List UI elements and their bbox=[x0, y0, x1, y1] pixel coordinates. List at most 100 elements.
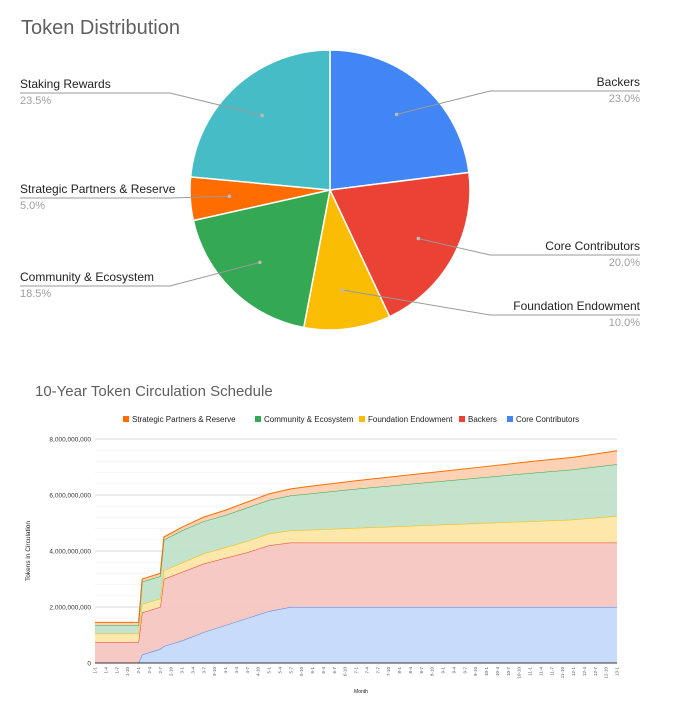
x-tick-label: 2-4 bbox=[147, 667, 152, 674]
x-tick-label: 13-1 bbox=[615, 667, 620, 677]
x-tick-label: 9-10 bbox=[473, 667, 478, 677]
x-tick-label: 6-4 bbox=[321, 667, 326, 674]
y-axis-title: Tokens in Circulation bbox=[25, 521, 32, 581]
pie-pct-staking-rewards: 23.5% bbox=[20, 95, 51, 107]
x-tick-label: 6-1 bbox=[310, 667, 315, 674]
x-tick-label: 10-10 bbox=[517, 667, 522, 679]
pie-label-core-contributors: Core Contributors bbox=[545, 239, 640, 253]
legend-label-core-contributors: Core Contributors bbox=[516, 415, 579, 424]
pie-slice-staking-rewards bbox=[189, 49, 331, 191]
x-tick-label: 3-4 bbox=[190, 667, 195, 674]
legend-swatch-community-and-ecosystem bbox=[255, 416, 261, 422]
pie-leader-line-backers bbox=[396, 90, 640, 115]
area-fill-core-contributors bbox=[95, 607, 617, 663]
x-tick-label: 8-1 bbox=[397, 667, 402, 674]
x-tick-label: 4-10 bbox=[256, 667, 261, 677]
x-tick-label: 3-1 bbox=[180, 667, 185, 674]
x-tick-label: 5-7 bbox=[288, 667, 293, 674]
x-tick-label: 2-7 bbox=[158, 667, 163, 674]
y-tick-label: 4,000,000,000 bbox=[49, 549, 91, 556]
area-fill-strategic-partners-and-reserve bbox=[95, 450, 617, 626]
pie-leader-dot-community-and-ecosystem bbox=[258, 260, 262, 265]
legend-label-strategic-partners-and-reserve: Strategic Partners & Reserve bbox=[132, 415, 236, 424]
legend-swatch-strategic-partners-and-reserve bbox=[123, 416, 129, 422]
area-fill-backers bbox=[95, 542, 617, 663]
x-tick-label: 12-7 bbox=[593, 667, 598, 677]
x-tick-label: 12-1 bbox=[571, 667, 576, 677]
pie-slice-community-and-ecosystem bbox=[192, 189, 331, 329]
x-tick-label: 5-4 bbox=[277, 667, 282, 674]
x-tick-label: 5-10 bbox=[299, 667, 304, 677]
pie-label-community-and-ecosystem: Community & Ecosystem bbox=[20, 270, 154, 284]
pie-pct-foundation-endowment: 10.0% bbox=[609, 317, 640, 329]
x-tick-label: 4-4 bbox=[234, 667, 239, 674]
x-tick-label: 9-4 bbox=[451, 667, 456, 674]
x-tick-label: 12-10 bbox=[604, 667, 609, 679]
pie-leader-line-staking-rewards bbox=[20, 92, 263, 116]
pie-leader-line-core-contributors bbox=[418, 238, 640, 256]
x-tick-label: 11-7 bbox=[549, 667, 554, 676]
x-tick-label: 7-10 bbox=[386, 667, 391, 677]
pie-leader-dot-staking-rewards bbox=[260, 113, 264, 118]
x-tick-label: 2-10 bbox=[169, 667, 174, 677]
pie-pct-core-contributors: 20.0% bbox=[609, 257, 640, 269]
x-tick-label: 11-10 bbox=[560, 667, 565, 679]
pie-label-foundation-endowment: Foundation Endowment bbox=[513, 299, 640, 313]
area-chart-title: 10-Year Token Circulation Schedule bbox=[35, 383, 273, 400]
x-tick-label: 10-7 bbox=[506, 667, 511, 677]
area-legend: Strategic Partners & Reserve Community & … bbox=[123, 415, 579, 424]
area-line-strategic-partners-and-reserve bbox=[95, 450, 618, 623]
pie-label-strategic-partners-and-reserve: Strategic Partners & Reserve bbox=[20, 182, 176, 196]
x-tick-label: 7-7 bbox=[375, 667, 380, 674]
pie-leader-line-community-and-ecosystem bbox=[20, 261, 260, 287]
y-tick-label: 2,000,000,000 bbox=[49, 605, 91, 612]
pie-chart: Backers 23.0% Core Contributors 20.0% Founda… bbox=[20, 49, 641, 331]
x-tick-label: 10-1 bbox=[484, 667, 489, 677]
pie-slice-foundation-endowment bbox=[302, 187, 391, 331]
legend-label-foundation-endowment: Foundation Endowment bbox=[368, 415, 453, 424]
x-tick-label: 4-7 bbox=[245, 667, 250, 674]
x-tick-label: 11-1 bbox=[528, 667, 533, 676]
legend-swatch-foundation-endowment bbox=[359, 416, 365, 422]
pie-label-backers: Backers bbox=[597, 75, 640, 89]
x-tick-label: 3-10 bbox=[212, 667, 217, 677]
x-tick-label: 7-4 bbox=[364, 667, 369, 674]
x-tick-label: 5-1 bbox=[267, 667, 272, 674]
pie-chart-title: Token Distribution bbox=[21, 17, 180, 39]
x-tick-label: 1-4 bbox=[103, 667, 108, 674]
pie-leader-dot-core-contributors bbox=[416, 236, 421, 241]
x-axis-title: Month bbox=[354, 689, 368, 695]
pie-leader-line-strategic-partners-and-reserve bbox=[20, 195, 230, 199]
x-tick-label: 10-4 bbox=[495, 667, 500, 677]
pie-pct-community-and-ecosystem: 18.5% bbox=[20, 288, 51, 300]
x-tick-label: 1-1 bbox=[93, 667, 98, 674]
y-tick-label: 0 bbox=[87, 661, 91, 668]
x-tick-label: 4-1 bbox=[223, 667, 228, 674]
x-tick-label: 6-7 bbox=[332, 667, 337, 674]
x-tick-label: 2-1 bbox=[136, 667, 141, 674]
x-tick-label: 6-10 bbox=[343, 667, 348, 677]
x-tick-label: 7-1 bbox=[354, 667, 359, 674]
x-tick-label: 1-7 bbox=[114, 667, 119, 674]
x-tick-label: 8-10 bbox=[430, 667, 435, 677]
pie-leader-dot-strategic-partners-and-reserve bbox=[227, 194, 232, 199]
legend-swatch-backers bbox=[459, 416, 465, 422]
pie-label-staking-rewards: Staking Rewards bbox=[20, 77, 111, 91]
pie-pct-strategic-partners-and-reserve: 5.0% bbox=[20, 200, 45, 212]
area-fill-community-and-ecosystem bbox=[95, 464, 617, 634]
pie-slice-backers bbox=[329, 49, 470, 191]
legend-swatch-core-contributors bbox=[507, 416, 513, 422]
x-tick-labels: 1-1 1-4 1-7 1-10 2-1 2-4 2-7 2-10 3-1 3-4 3-7 3-10 4… bbox=[93, 667, 620, 679]
y-tick-label: 6,000,000,000 bbox=[49, 493, 91, 500]
legend-label-backers: Backers bbox=[468, 415, 497, 424]
x-tick-label: 9-7 bbox=[462, 667, 467, 674]
x-tick-label: 12-4 bbox=[582, 667, 587, 677]
pie-slice-core-contributors bbox=[328, 171, 471, 318]
pie-pct-backers: 23.0% bbox=[609, 93, 640, 105]
x-tick-label: 8-4 bbox=[408, 667, 413, 674]
pie-leader-dot-backers bbox=[394, 112, 399, 117]
area-chart: Strategic Partners & Reserve Community & … bbox=[25, 415, 620, 695]
x-tick-label: 1-10 bbox=[125, 667, 130, 677]
x-tick-label: 8-7 bbox=[419, 667, 424, 674]
pie-leader-line-foundation-endowment bbox=[342, 289, 640, 316]
